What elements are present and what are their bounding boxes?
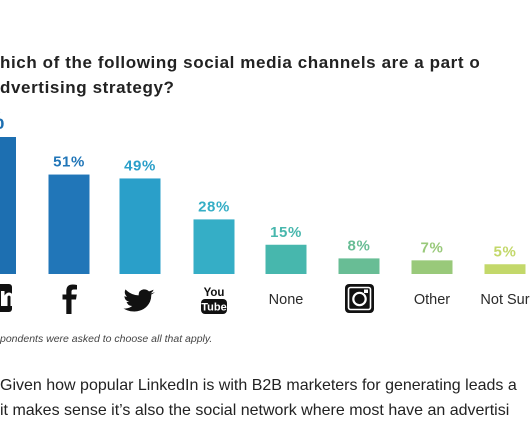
- value-label-other: 7%: [421, 239, 444, 256]
- tick-label-not-sure: Not Sur: [480, 292, 529, 308]
- value-label-facebook: 51%: [53, 154, 85, 171]
- bar-chart: % 51% 49% 28% 15% 8% 7% 5% You Tube None Other Not …: [0, 108, 530, 314]
- bar-instagram: [338, 258, 380, 274]
- youtube-wordmark-tube: Tube: [201, 302, 226, 314]
- body-line-2: it makes sense it’s also the social netw…: [0, 402, 510, 419]
- value-labels-group: % 51% 49% 28% 15% 8% 7% 5%: [0, 108, 516, 260]
- body-line-1: Given how popular LinkedIn is with B2B m…: [0, 377, 517, 394]
- bar-not-sure: [484, 264, 526, 274]
- value-label-twitter: 49%: [124, 157, 156, 174]
- value-label-instagram: 8%: [348, 237, 371, 254]
- bar-linkedin: [0, 137, 16, 274]
- body-paragraph: Given how popular LinkedIn is with B2B m…: [0, 373, 530, 423]
- tick-label-other: Other: [414, 292, 450, 308]
- category-labels-group: You Tube None Other Not Sur: [0, 284, 530, 314]
- bar-twitter: [119, 178, 161, 274]
- chart-title: hich of the following social media chann…: [0, 50, 530, 100]
- chart-title-line-1: hich of the following social media chann…: [0, 53, 481, 72]
- bar-facebook: [48, 174, 90, 274]
- footnote: pondents were asked to choose all that a…: [0, 333, 213, 345]
- bar-youtube: [193, 219, 235, 274]
- bar-none: [265, 244, 307, 274]
- value-label-linkedin: %: [0, 108, 5, 135]
- twitter-icon: [123, 289, 155, 312]
- value-label-not-sure: 5%: [494, 243, 517, 260]
- facebook-icon: [62, 284, 77, 314]
- youtube-icon: You Tube: [201, 287, 227, 314]
- value-label-none: 15%: [270, 224, 302, 241]
- tick-label-none: None: [269, 292, 304, 308]
- youtube-wordmark-you: You: [204, 287, 225, 299]
- bar-other: [411, 260, 453, 274]
- linkedin-icon: [0, 284, 14, 312]
- instagram-icon: [345, 284, 374, 313]
- chart-title-line-2: dvertising strategy?: [0, 78, 175, 97]
- bars-group: [0, 137, 526, 274]
- value-label-youtube: 28%: [198, 198, 230, 215]
